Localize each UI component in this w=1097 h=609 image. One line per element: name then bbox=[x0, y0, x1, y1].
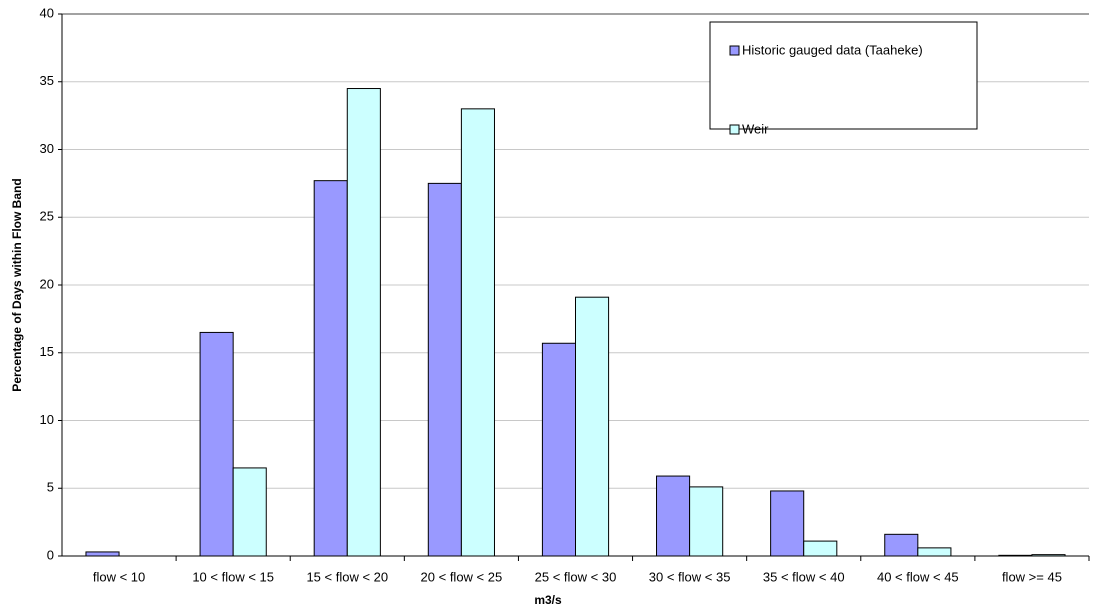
bar bbox=[427, 182, 462, 557]
x-tick-label: 25 < flow < 30 bbox=[535, 569, 617, 584]
y-tick-label: 40 bbox=[40, 5, 54, 20]
y-tick-label: 30 bbox=[40, 141, 54, 156]
legend-box bbox=[709, 21, 978, 130]
x-tick-label: 10 < flow < 15 bbox=[192, 569, 274, 584]
legend-label: Historic gauged data (Taaheke) bbox=[742, 42, 923, 57]
x-tick-label: flow < 10 bbox=[93, 569, 145, 584]
bar bbox=[998, 554, 1033, 557]
y-tick-label: 0 bbox=[47, 547, 54, 562]
bar bbox=[313, 180, 348, 557]
bar bbox=[85, 551, 120, 557]
bar bbox=[917, 547, 952, 557]
bar bbox=[803, 540, 838, 557]
bar bbox=[689, 486, 724, 557]
y-axis-title: Percentage of Days within Flow Band bbox=[10, 178, 24, 391]
bar bbox=[232, 467, 267, 557]
x-tick-label: 30 < flow < 35 bbox=[649, 569, 731, 584]
bar bbox=[656, 475, 691, 557]
legend-swatch bbox=[729, 124, 740, 135]
bar bbox=[884, 533, 919, 557]
x-tick-label: 15 < flow < 20 bbox=[306, 569, 388, 584]
bar bbox=[541, 342, 576, 557]
x-tick-label: flow >= 45 bbox=[1002, 569, 1062, 584]
x-tick-label: 40 < flow < 45 bbox=[877, 569, 959, 584]
legend-label: Weir bbox=[742, 121, 769, 136]
x-tick-label: 35 < flow < 40 bbox=[763, 569, 845, 584]
legend-swatch bbox=[729, 45, 740, 56]
y-tick-label: 10 bbox=[40, 412, 54, 427]
y-tick-label: 20 bbox=[40, 276, 54, 291]
bar bbox=[460, 108, 495, 557]
x-axis-title: m3/s bbox=[534, 593, 562, 607]
y-tick-label: 25 bbox=[40, 209, 54, 224]
y-tick-label: 5 bbox=[47, 480, 54, 495]
y-tick-label: 35 bbox=[40, 73, 54, 88]
x-tick-label: 20 < flow < 25 bbox=[421, 569, 503, 584]
bar bbox=[770, 490, 805, 557]
bar bbox=[346, 88, 381, 557]
bar bbox=[199, 331, 234, 557]
bar bbox=[1031, 554, 1066, 557]
y-tick-label: 15 bbox=[40, 344, 54, 359]
bar bbox=[575, 296, 610, 557]
